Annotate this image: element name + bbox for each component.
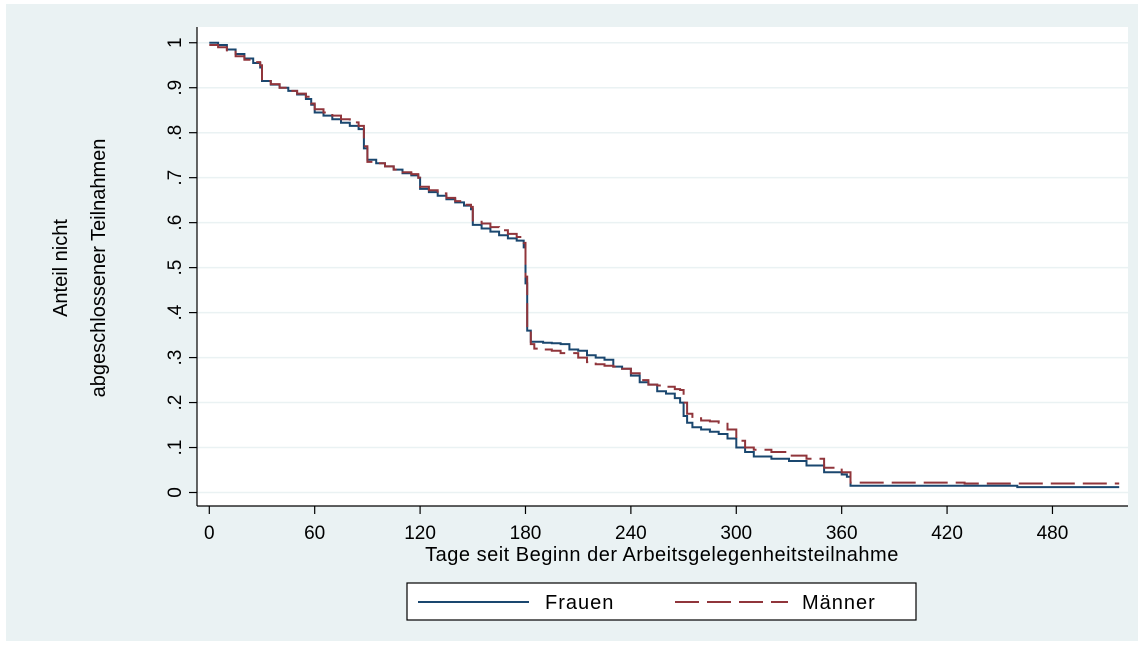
line-chart: 0 .1 .2 .3 .4 .5 .6 .7 .8 .9 1 0 60 120 180 240 300 360 4…	[50, 27, 1128, 621]
x-tick-label: 0	[204, 523, 215, 544]
y-axis-title-line-1: Anteil nicht	[50, 219, 72, 317]
legend-label-frauen: Frauen	[545, 592, 614, 614]
series-lines	[209, 41, 1120, 489]
y-axis-ticks: 0 .1 .2 .3 .4 .5 .6 .7 .8 .9 1	[165, 37, 197, 498]
y-tick-label: .4	[165, 304, 186, 320]
y-tick-label: 0	[165, 487, 186, 498]
chart-figure: 0 .1 .2 .3 .4 .5 .6 .7 .8 .9 1 0 60 120 180 240 300 360 4…	[6, 4, 1138, 641]
y-tick-label: .8	[165, 125, 186, 141]
y-tick-label: .2	[165, 395, 186, 411]
plot-area	[197, 27, 1128, 506]
y-tick-label: .9	[165, 80, 186, 96]
x-axis-ticks: 0 60 120 180 240 300 360 420 480	[204, 506, 1068, 544]
y-tick-label: .3	[165, 350, 186, 366]
x-tick-label: 180	[510, 523, 542, 544]
x-tick-label: 480	[1037, 523, 1069, 544]
y-tick-label: .6	[165, 215, 186, 231]
legend-label-maenner: Männer	[802, 592, 876, 614]
x-tick-label: 120	[404, 523, 436, 544]
gridlines	[197, 41, 1128, 494]
x-tick-label: 60	[304, 523, 325, 544]
series-line-maenner	[209, 44, 1120, 485]
y-tick-label: .5	[165, 260, 186, 276]
x-tick-label: 360	[826, 523, 858, 544]
y-axis-title-line-2: abgeschlossener Teilnahmen	[88, 139, 110, 398]
y-tick-label: .1	[165, 440, 186, 456]
y-tick-label: 1	[165, 37, 186, 48]
x-tick-label: 240	[615, 523, 647, 544]
x-tick-label: 420	[931, 523, 963, 544]
x-axis-title: Tage seit Beginn der Arbeitsgelegenheits…	[425, 544, 899, 566]
y-axis-title: Anteil nicht abgeschlossener Teilnahmen	[50, 139, 110, 398]
x-tick-label: 300	[720, 523, 752, 544]
y-tick-label: .7	[165, 170, 186, 186]
legend: Frauen Männer	[406, 582, 917, 621]
